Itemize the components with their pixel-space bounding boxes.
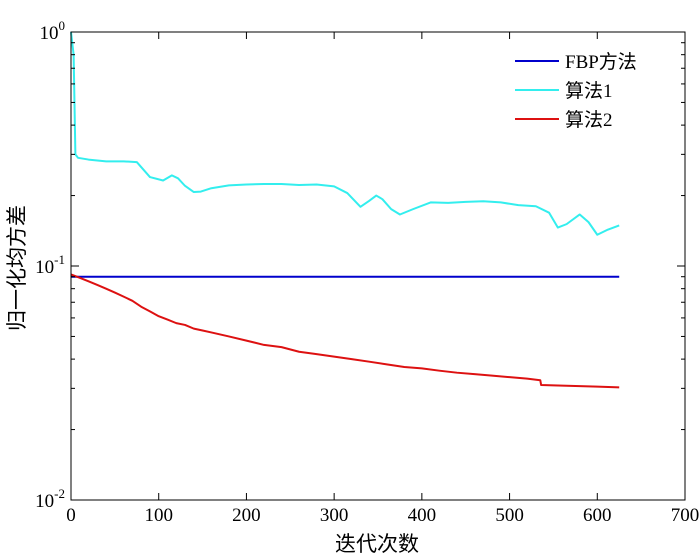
- plot-frame: [70, 31, 686, 501]
- x-tick-label: 0: [66, 505, 76, 526]
- y-tick-label: 10-2: [35, 486, 65, 512]
- x-tick-label: 600: [583, 505, 612, 526]
- axes: 0 100 200 300 400 500 600 700 100 10-1 10-2: [35, 18, 699, 526]
- y-tick-label: 100: [40, 18, 66, 44]
- x-axis-title: 迭代次数: [335, 532, 419, 556]
- series-line-3: [70, 273, 620, 389]
- x-tick-label: 500: [495, 505, 524, 526]
- legend-label-2: 算法1: [565, 80, 613, 102]
- legend-label-3: 算法2: [565, 109, 613, 131]
- y-axis-title: 归一化均方差: [5, 205, 29, 331]
- x-tick-label: 400: [408, 505, 437, 526]
- legend-label-1: FBP方法: [565, 51, 637, 73]
- y-tick-label: 10-1: [35, 252, 65, 278]
- x-tick-label: 700: [671, 505, 700, 526]
- series-line-2: [70, 31, 620, 236]
- x-tick-label: 300: [320, 505, 349, 526]
- x-tick-label: 100: [144, 505, 173, 526]
- x-tick-label: 200: [232, 505, 261, 526]
- plot-lines: [70, 31, 620, 389]
